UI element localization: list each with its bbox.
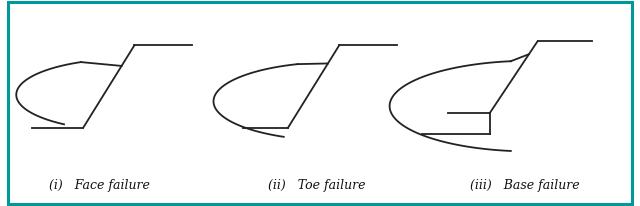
- Text: (iii)   Base failure: (iii) Base failure: [470, 179, 580, 192]
- Text: (i)   Face failure: (i) Face failure: [49, 179, 150, 192]
- Text: (ii)   Toe failure: (ii) Toe failure: [268, 179, 365, 192]
